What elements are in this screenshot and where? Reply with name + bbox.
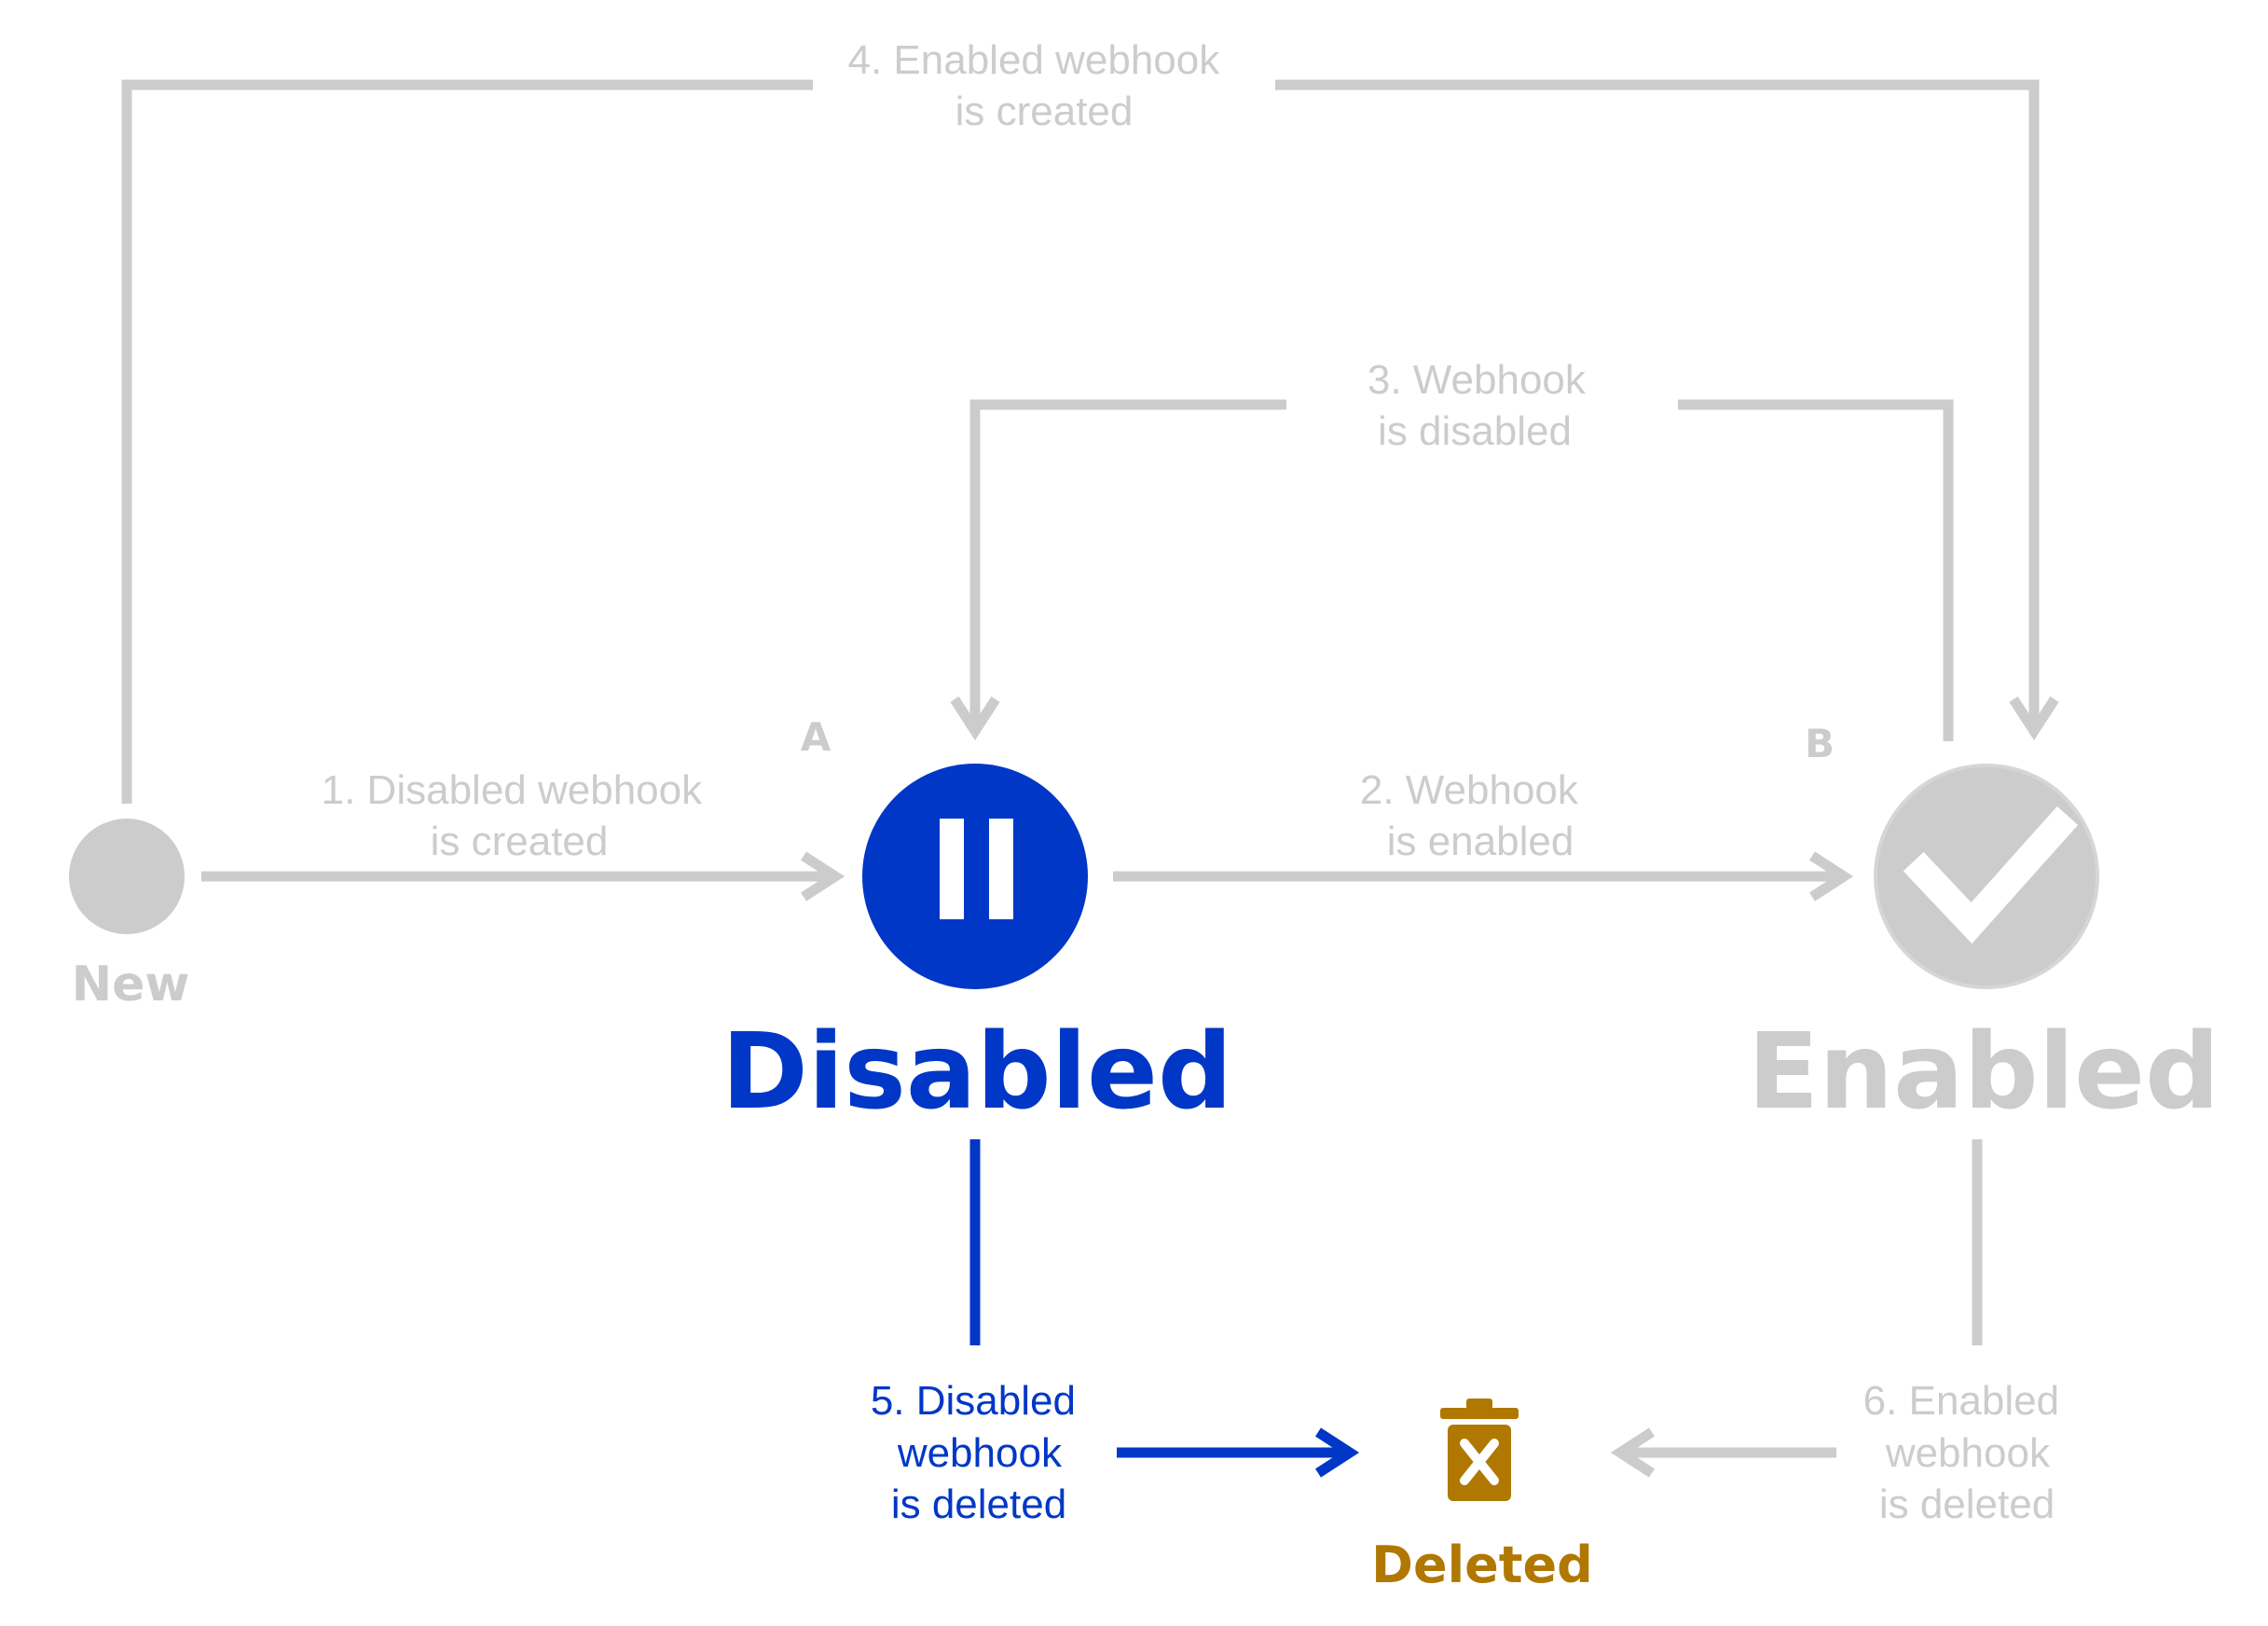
transition-6-arrowhead (1610, 1427, 1655, 1478)
disabled-state-marker: A (801, 714, 832, 760)
check-icon (1874, 764, 2099, 989)
transition-5-label: 5. Disabled webhook is deleted (871, 1378, 1087, 1527)
transition-4-arrowhead (2009, 696, 2059, 741)
enabled-state-label: Enabled (1748, 1012, 2220, 1133)
transition-1-label: 1. Disabled webhook is created (322, 767, 714, 864)
pause-icon (862, 764, 1088, 989)
new-state-circle-icon (69, 819, 185, 934)
transition-2-label: 2. Webhook is enabled (1360, 767, 1589, 864)
disabled-state-label: Disabled (722, 1012, 1232, 1133)
trash-icon (1440, 1399, 1519, 1501)
transition-1-arrowhead (801, 851, 845, 902)
transition-2-arrowhead (1809, 851, 1854, 902)
transition-3-arrowhead (950, 696, 1000, 741)
transition-5-arrowhead (1315, 1427, 1360, 1478)
transition-4-label: 4. Enabled webhook is created (848, 37, 1231, 134)
transition-3-line-right (1678, 399, 1954, 741)
transition-3-line-left (969, 399, 1286, 727)
transition-4-line-left (121, 79, 813, 804)
enabled-state-marker: B (1805, 721, 1835, 766)
new-state-label: New (72, 957, 190, 1013)
transition-3-label: 3. Webhook is disabled (1368, 357, 1597, 454)
deleted-state-label: Deleted (1371, 1536, 1593, 1594)
transition-4-line-right (1275, 79, 2040, 727)
transition-6-label: 6. Enabled webhook is deleted (1863, 1378, 2071, 1527)
